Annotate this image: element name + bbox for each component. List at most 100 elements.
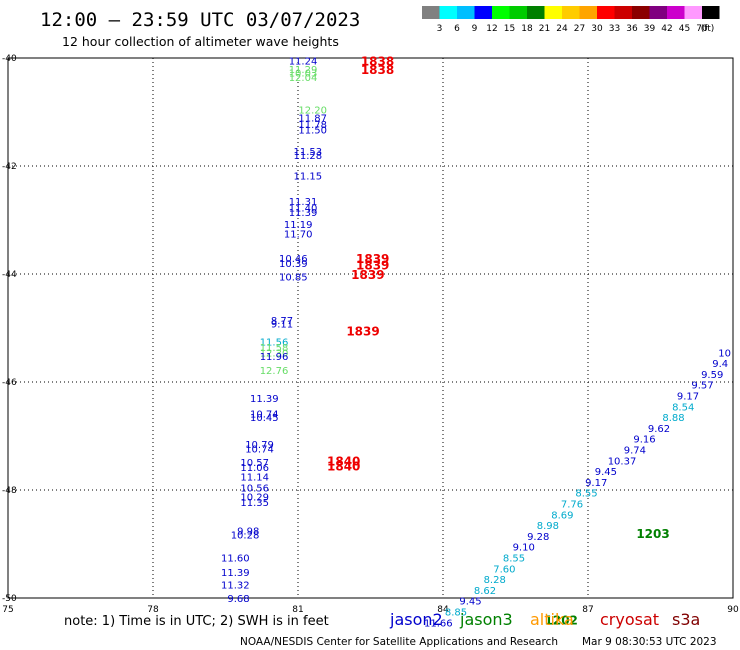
wave-height-label: 11.39 [250,394,279,405]
satellite-legend-cryosat: cryosat [600,610,659,629]
footer-timestamp: Mar 9 08:30:53 UTC 2023 [582,636,717,648]
wave-height-label: 11.39 [221,568,250,579]
wave-height-label: 11.32 [221,581,250,592]
y-tick-label: -48 [2,486,17,496]
scale-label: 36 [626,24,638,34]
scale-label: 18 [521,24,533,34]
wave-height-label: 9.17 [585,478,607,489]
scale-unit: (ft) [701,24,715,34]
wave-height-label: 7.76 [561,500,583,511]
wave-height-label: 10.28 [231,530,260,541]
wave-height-label: 12.04 [289,73,318,84]
satellite-legend-s3a: s3a [672,610,700,629]
wave-height-label: 10.03 [289,69,318,80]
wave-height-label: 11.60 [221,554,250,565]
y-tick-label: -44 [2,270,17,280]
wave-height-label: 9.59 [701,370,723,381]
wave-height-label: 8.98 [537,521,559,532]
wave-height-label: 8.54 [672,402,694,413]
wave-height-label: 12.20 [298,105,327,116]
wave-height-label: 11.56 [260,338,289,349]
plot-frame [7,57,734,599]
satellite-legend: jason2 jason3 altika cryosat s3a [389,610,700,629]
chart-subtitle: 12 hour collection of altimeter wave hei… [62,34,339,49]
wave-height-label: 11.87 [298,113,327,124]
pass-time-label: 1203 [636,527,669,541]
wave-height-label: 7.60 [493,564,515,575]
scale-swatch [667,6,685,19]
scale-swatch [632,6,650,19]
wave-height-label: 9.98 [237,527,259,538]
wave-height-color-scale: 3 6 9 12 15 18 21 24 27 30 33 36 39 42 45 70(ft) [422,6,720,34]
wave-height-label: 11.40 [289,204,318,215]
wave-height-label: 8.55 [575,489,597,500]
scale-swatch [702,6,720,19]
scale-label: 39 [644,24,656,34]
scale-swatch [422,6,440,19]
scale-label: 9 [472,24,478,34]
wave-height-label: 8.88 [662,413,684,424]
scale-swatch [614,6,632,19]
satellite-legend-altika: altika [530,610,574,629]
wave-height-label: 10 [718,348,731,359]
wave-height-label: 10.45 [250,413,279,424]
x-tick-label: 84 [437,605,449,615]
scale-label: 30 [591,24,603,34]
scale-swatch [439,6,457,19]
scale-label: 6 [454,24,460,34]
wave-height-label: 11.14 [240,473,269,484]
scale-label: 21 [539,24,550,34]
wave-height-label: 10.29 [240,492,269,503]
pass-time-label: 1838 [361,55,394,69]
wave-height-label: 11.06 [240,463,269,474]
wave-height-label: 10.74 [245,444,274,455]
scale-label: 70 [696,24,708,34]
scale-swatch [492,6,510,19]
scale-swatch [544,6,562,19]
scale-label: 12 [486,24,497,34]
wave-height-label: 11.58 [260,343,289,354]
y-tick-label: -50 [2,594,17,604]
scale-swatch [474,6,492,19]
scale-swatch [597,6,615,19]
scale-swatch [579,6,597,19]
wave-height-label: 12.30 [260,348,289,359]
wave-height-label: 9.17 [677,392,699,403]
wave-height-label: 8.85 [445,608,467,619]
wave-height-label: 9.10 [513,543,535,554]
wave-height-label: 11.31 [289,197,318,208]
x-axis-ticks: 75 78 81 84 87 90 [2,605,739,615]
wave-height-label: 11.50 [298,125,327,136]
wave-height-label: 8.28 [484,575,506,586]
pass-time-label: 1840 [327,454,360,468]
x-tick-label: 87 [582,605,593,615]
wave-height-label: 9.57 [691,381,713,392]
scale-swatch [649,6,667,19]
satellite-legend-jason3: jason3 [459,610,513,629]
y-tick-label: -46 [2,378,17,388]
pass-time-label: 1838 [361,63,394,77]
pass-time-label: 1839 [346,325,379,339]
scale-swatch [509,6,527,19]
scale-label: 24 [556,24,568,34]
scale-swatch [562,6,580,19]
wave-height-label: 11.70 [284,230,313,241]
wave-height-label: 10.37 [608,456,637,467]
pass-time-label: 1839 [351,268,384,282]
wave-height-label: 9.16 [633,435,655,446]
wave-height-label: 9.62 [648,424,670,435]
grid-lines [8,58,733,598]
y-tick-label: -42 [2,162,17,172]
wave-height-label: 8.69 [551,510,573,521]
wave-height-label: 10.79 [245,440,274,451]
scale-swatch [457,6,475,19]
wave-height-label: 11.66 [424,618,453,629]
y-axis-ticks: -40 -42 -44 -46 -48 -50 [2,54,17,604]
wave-height-label: 11.53 [294,147,323,158]
wave-height-label: 9.4 [712,359,728,370]
scale-swatch [527,6,545,19]
scale-label: 33 [609,24,620,34]
scale-label: 15 [504,24,515,34]
